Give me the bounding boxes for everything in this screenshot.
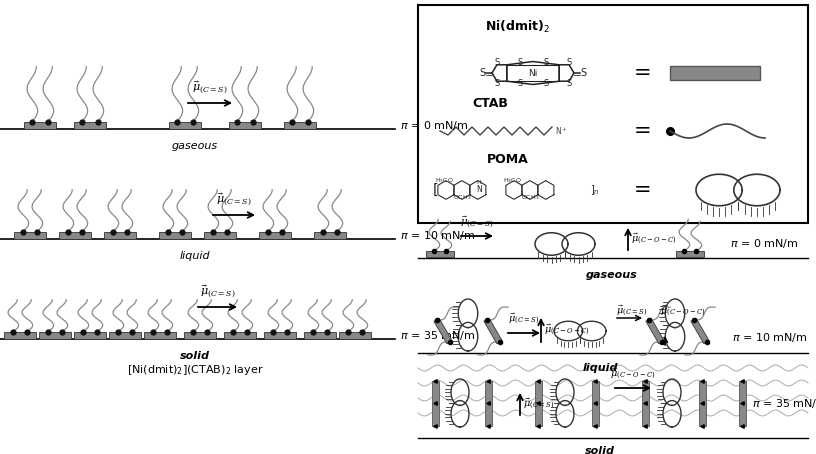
Polygon shape (691, 318, 709, 344)
Text: $\rm{OCH_3}$: $\rm{OCH_3}$ (453, 193, 471, 202)
Bar (432, 380, 438, 425)
Text: $\vec{\mu}_{(C=S)}$: $\vec{\mu}_{(C=S)}$ (523, 396, 554, 411)
Text: $\vec{\mu}_{(C-O-C)}$: $\vec{\mu}_{(C-O-C)}$ (660, 304, 706, 318)
Text: $]_n$: $]_n$ (590, 183, 600, 197)
Text: $\pi$ = 10 mN/m: $\pi$ = 10 mN/m (732, 331, 808, 345)
Bar (426, 251, 454, 257)
Bar (284, 122, 316, 128)
Text: POMA: POMA (487, 153, 529, 166)
Bar (59, 232, 91, 238)
Text: $\vec{\mu}_{(C=S)}$: $\vec{\mu}_{(C=S)}$ (508, 311, 539, 326)
Text: S: S (494, 79, 499, 88)
Text: =: = (634, 121, 652, 141)
Text: S: S (566, 79, 572, 88)
Bar (14, 232, 46, 238)
Bar (314, 232, 346, 238)
Text: H: H (477, 179, 481, 184)
Bar (418, 5, 808, 223)
Bar (224, 331, 256, 339)
Text: liquid: liquid (180, 251, 211, 261)
Text: liquid: liquid (583, 363, 618, 373)
Text: S: S (543, 58, 548, 67)
Text: $\vec{\mu}_{(C=S)}$: $\vec{\mu}_{(C=S)}$ (460, 214, 494, 229)
Text: $\vec{\mu}_{(C-O-C)}$: $\vec{\mu}_{(C-O-C)}$ (544, 322, 590, 337)
Bar (676, 251, 704, 257)
Text: S: S (543, 79, 548, 88)
Bar (641, 380, 649, 425)
Text: gaseous: gaseous (172, 141, 218, 151)
Text: $\rm{OCH_3}$: $\rm{OCH_3}$ (521, 193, 539, 202)
Text: $\vec{\mu}_{(C=S)}$: $\vec{\mu}_{(C=S)}$ (193, 79, 228, 96)
Text: solid: solid (180, 351, 210, 361)
Text: $\vec{\mu}_{(C=S)}$: $\vec{\mu}_{(C=S)}$ (216, 192, 252, 208)
Bar (74, 122, 106, 128)
Text: $\rm{N}^+$: $\rm{N}^+$ (555, 125, 568, 137)
Bar (485, 380, 491, 425)
Bar (534, 380, 542, 425)
Bar (169, 122, 201, 128)
Polygon shape (484, 318, 502, 344)
Text: S: S (517, 79, 522, 88)
Text: solid: solid (585, 446, 615, 454)
Polygon shape (646, 318, 664, 344)
Text: $\vec{\mu}_{(C=S)}$: $\vec{\mu}_{(C=S)}$ (200, 283, 235, 300)
Bar (698, 380, 706, 425)
Text: $\pi$ = 35 mN/m: $\pi$ = 35 mN/m (400, 330, 476, 342)
Text: Ni: Ni (528, 69, 538, 78)
Bar (104, 232, 136, 238)
Bar (264, 331, 296, 339)
Text: Ni(dmit)$_2$: Ni(dmit)$_2$ (486, 19, 551, 35)
Text: gaseous: gaseous (586, 270, 638, 280)
Text: S: S (566, 58, 572, 67)
Bar (592, 380, 598, 425)
Text: $\vec{\mu}_{(C=S)}$: $\vec{\mu}_{(C=S)}$ (616, 304, 647, 318)
Text: S: S (581, 68, 587, 78)
Bar (144, 331, 176, 339)
Bar (304, 331, 336, 339)
Text: $\vec{\mu}_{(C-O-C)}$: $\vec{\mu}_{(C-O-C)}$ (631, 232, 676, 247)
Bar (670, 66, 760, 80)
Bar (24, 122, 56, 128)
Text: $\rm{H_3CO}$: $\rm{H_3CO}$ (503, 176, 521, 184)
Text: S: S (479, 68, 486, 78)
Text: S: S (517, 58, 522, 67)
Text: $\pi$ = 35 mN/m: $\pi$ = 35 mN/m (752, 396, 816, 410)
Text: =: = (634, 63, 652, 83)
Bar (259, 232, 291, 238)
Text: $\pi$ = 0 mN/m: $\pi$ = 0 mN/m (400, 119, 468, 133)
Bar (74, 331, 106, 339)
Text: S: S (494, 58, 499, 67)
Text: =: = (634, 180, 652, 200)
Text: $\pi$ = 10 mN/m: $\pi$ = 10 mN/m (400, 230, 476, 242)
Bar (204, 232, 236, 238)
Text: [: [ (433, 183, 439, 197)
Bar (109, 331, 141, 339)
Bar (339, 331, 371, 339)
Text: CTAB: CTAB (472, 97, 508, 110)
Bar (159, 232, 191, 238)
Polygon shape (434, 318, 452, 344)
Bar (229, 122, 261, 128)
Text: N: N (476, 186, 481, 194)
Bar (4, 331, 36, 339)
Bar (738, 380, 746, 425)
Text: $\pi$ = 0 mN/m: $\pi$ = 0 mN/m (730, 237, 799, 250)
Text: [Ni(dmit)$_2$](CTAB)$_2$ layer: [Ni(dmit)$_2$](CTAB)$_2$ layer (126, 363, 264, 377)
Bar (39, 331, 71, 339)
Text: $\rm{H_3CO}$: $\rm{H_3CO}$ (435, 176, 454, 184)
Bar (184, 331, 216, 339)
Text: $\vec{\mu}_{(C-O-C)}$: $\vec{\mu}_{(C-O-C)}$ (610, 366, 656, 381)
